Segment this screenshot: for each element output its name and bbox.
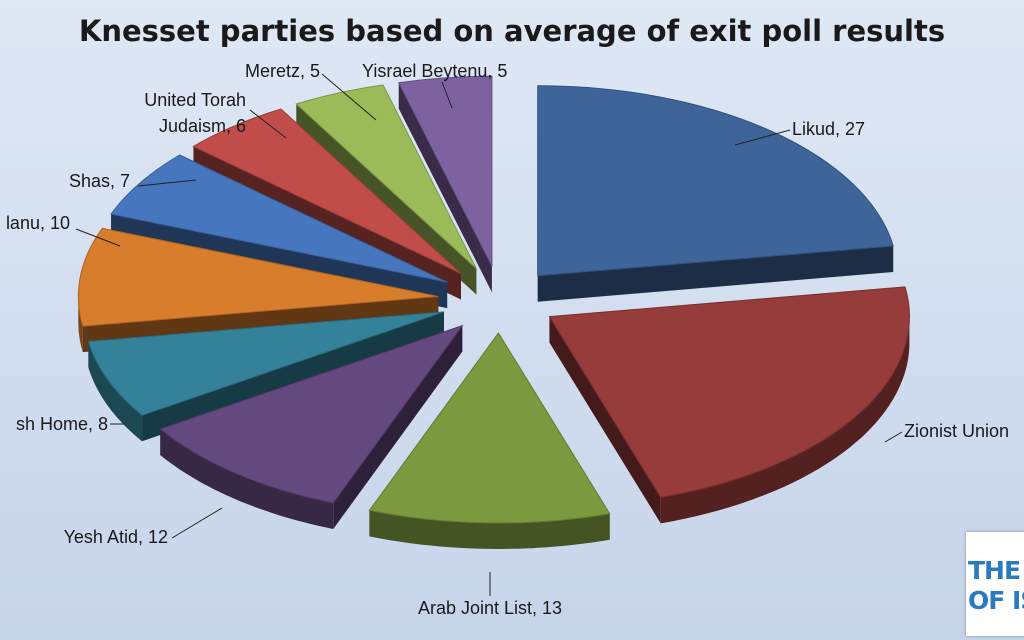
slice-label: Meretz, 5 bbox=[245, 61, 320, 81]
pie-slice-united-torah-judaism bbox=[192, 108, 462, 274]
pie-slice-side bbox=[88, 341, 143, 442]
pie-slice-meretz bbox=[295, 84, 477, 269]
leader-line bbox=[441, 81, 453, 109]
slice-label: United Torah bbox=[144, 90, 246, 110]
pie-slice-wall bbox=[398, 82, 492, 293]
slice-label: lanu, 10 bbox=[6, 213, 70, 233]
pie-slice-wall bbox=[333, 325, 463, 530]
leader-line bbox=[249, 109, 287, 139]
pie-slice-zionist-union bbox=[548, 286, 910, 498]
logo-text-line1: THE TI bbox=[968, 556, 1024, 585]
leader-line bbox=[321, 73, 377, 121]
slice-label: Shas, 7 bbox=[69, 171, 130, 191]
pie-slice-side bbox=[369, 510, 610, 549]
pie-slice-side bbox=[78, 296, 83, 353]
pie-slice-wall bbox=[537, 246, 894, 302]
slice-label: Likud, 27 bbox=[792, 119, 865, 139]
slice-label: Yisrael Beytenu, 5 bbox=[362, 61, 507, 81]
slice-label: Yesh Atid, 12 bbox=[64, 527, 168, 547]
leader-line bbox=[75, 228, 121, 247]
pie-slice-arab-joint-list bbox=[368, 332, 611, 524]
leader-line bbox=[734, 129, 791, 146]
pie-slice-yesh-atid bbox=[159, 324, 464, 504]
pie-slice-side bbox=[160, 429, 334, 529]
pie-slice-yisrael-beytenu bbox=[397, 75, 493, 267]
pie-slice-shas bbox=[110, 154, 448, 283]
slice-label: Judaism, 6 bbox=[159, 116, 246, 136]
slice-label: Arab Joint List, 13 bbox=[418, 598, 562, 618]
logo-text-line2: OF ISR bbox=[968, 586, 1024, 615]
slice-label: sh Home, 8 bbox=[16, 414, 108, 434]
pie-slice-likud bbox=[537, 85, 894, 277]
publisher-logo: THE TI OF ISR bbox=[966, 532, 1024, 636]
chart-title: Knesset parties based on average of exit… bbox=[78, 14, 946, 48]
pie-slice-kulanu bbox=[77, 227, 439, 327]
slice-label: Zionist Union bbox=[904, 421, 1009, 441]
pie-slice-wall bbox=[549, 316, 661, 524]
leader-line bbox=[884, 431, 903, 443]
leader-line bbox=[171, 507, 223, 539]
pie-slice-side bbox=[660, 320, 910, 524]
pie-slice-jewish-home bbox=[87, 311, 445, 416]
leader-line bbox=[137, 179, 197, 187]
pie-slice-wall bbox=[142, 311, 444, 442]
